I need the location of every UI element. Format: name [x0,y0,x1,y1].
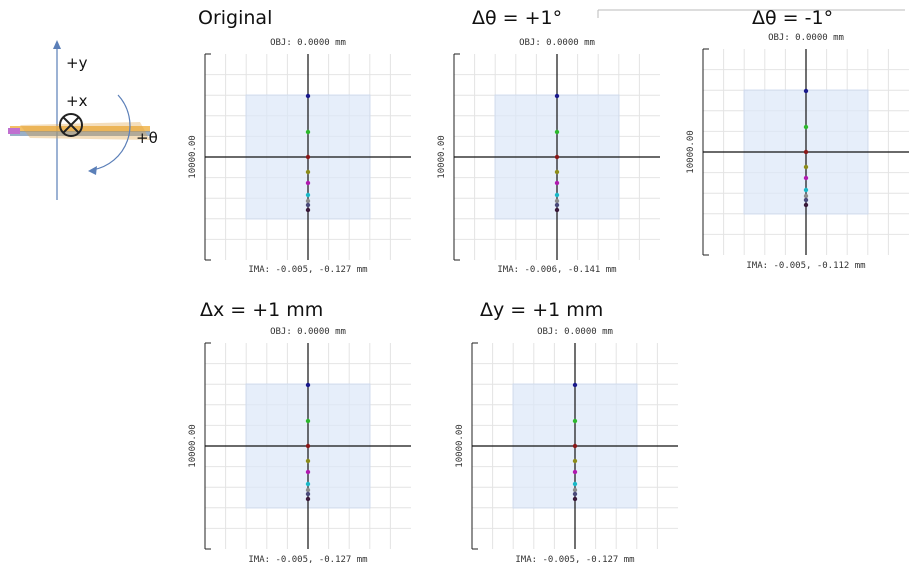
spot [572,382,578,388]
label: +x [66,92,88,110]
spot [554,202,560,208]
spot [305,154,311,160]
ima-label: IMA: -0.006, -0.141 mm [497,265,616,275]
spot [572,458,578,464]
arrow-head [88,166,97,175]
y-label: 10000.00 [455,424,465,467]
spot [803,193,809,199]
y-label: 10000.00 [188,135,198,178]
spot [305,481,311,487]
panel-title: Δθ = -1° [752,7,833,29]
spot [554,93,560,99]
spot [572,496,578,502]
label: +θ [136,129,158,147]
plate-edge [8,128,20,134]
obj-label: OBJ: 0.0000 mm [270,38,346,48]
spot [803,164,809,170]
rotation-diagram: +y +x +θ [8,40,158,200]
spot [554,129,560,135]
panel-title: Δy = +1 mm [480,299,603,321]
spot [803,202,809,208]
panel-title: Δx = +1 mm [200,299,323,321]
spot [803,149,809,155]
obj-label: OBJ: 0.0000 mm [270,327,346,337]
spot [305,496,311,502]
spot [305,93,311,99]
label: +y [66,54,88,72]
ima-label: IMA: -0.005, -0.112 mm [746,261,865,271]
spot [305,487,311,493]
plate-tilt [20,122,150,140]
spot [572,469,578,475]
spot [572,481,578,487]
spot [305,129,311,135]
spot [305,458,311,464]
spot-diagram: Original OBJ: 0.0000 mm IMA: -0.005, -0.12… [188,7,411,275]
spot-diagram: Δθ = -1° OBJ: 0.0000 mm IMA: -0.005, -0.11… [686,7,909,271]
arrow-head [53,40,61,49]
plate [10,126,150,132]
y-label: 10000.00 [686,130,696,173]
spot [803,197,809,203]
spot-diagram: Δθ = +1° OBJ: 0.0000 mm IMA: -0.006, -0.14… [437,7,660,275]
spot [554,154,560,160]
ima-label: IMA: -0.005, -0.127 mm [515,555,634,565]
spot [305,491,311,497]
spot [305,443,311,449]
spot [305,169,311,175]
plate [10,131,150,136]
spot [305,192,311,198]
ima-label: IMA: -0.005, -0.127 mm [248,265,367,275]
spot [305,198,311,204]
ima-label: IMA: -0.005, -0.127 mm [248,555,367,565]
spot [572,443,578,449]
spot [554,169,560,175]
spot-diagram: Δx = +1 mm OBJ: 0.0000 mm IMA: -0.005, -0.… [188,299,411,565]
rotation-arc [91,94,131,171]
spot [305,207,311,213]
spot [554,198,560,204]
spot [554,192,560,198]
spot [305,469,311,475]
spot [803,88,809,94]
spot [554,207,560,213]
x-cross [62,116,80,134]
spot [305,418,311,424]
spot [305,202,311,208]
panel-title: Δθ = +1° [472,7,562,29]
spot [803,124,809,130]
obj-label: OBJ: 0.0000 mm [768,33,844,43]
x-axis-symbol [59,113,83,137]
spot [554,180,560,186]
spot [305,180,311,186]
spot [803,187,809,193]
y-label: 10000.00 [437,135,447,178]
spot [305,382,311,388]
spot [572,418,578,424]
obj-label: OBJ: 0.0000 mm [537,327,613,337]
spot [803,175,809,181]
obj-label: OBJ: 0.0000 mm [519,38,595,48]
spot [572,487,578,493]
panel-title: Original [198,7,272,29]
y-label: 10000.00 [188,424,198,467]
spot [572,491,578,497]
spot-diagram: Δy = +1 mm OBJ: 0.0000 mm IMA: -0.005, -0.… [455,299,678,565]
